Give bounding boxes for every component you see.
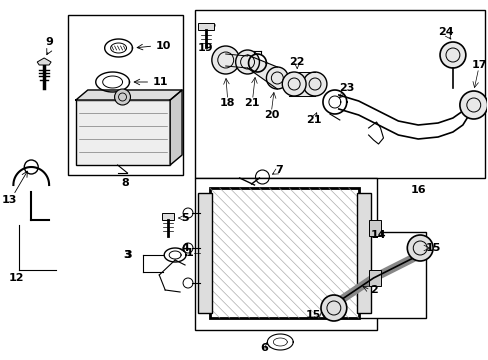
Bar [368,220,380,236]
Circle shape [235,50,259,74]
Text: 10: 10 [155,41,170,51]
Circle shape [459,91,487,119]
Text: 16: 16 [409,185,425,195]
Circle shape [303,72,326,96]
Text: 13: 13 [2,195,17,205]
Text: 18: 18 [220,98,235,108]
Text: 23: 23 [338,83,354,93]
Polygon shape [170,90,182,165]
Polygon shape [288,72,314,96]
Circle shape [266,67,287,89]
Polygon shape [76,90,182,100]
Circle shape [439,42,465,68]
Polygon shape [162,213,174,220]
Polygon shape [247,55,277,89]
Bar [68,15,183,175]
Text: 22: 22 [289,57,305,67]
Circle shape [407,235,432,261]
Bar [320,232,425,318]
Text: 17: 17 [471,60,487,70]
Text: 6: 6 [260,343,268,353]
Text: 21: 21 [244,98,259,108]
Text: 3: 3 [122,250,130,260]
Polygon shape [198,23,213,30]
Bar [195,178,376,330]
Text: 9: 9 [45,37,53,47]
Text: 7: 7 [275,165,283,175]
Text: 15: 15 [305,310,320,320]
Text: 8: 8 [122,178,129,188]
Circle shape [211,46,239,74]
Text: 2: 2 [369,285,377,295]
Text: 4: 4 [181,243,188,253]
Text: 21: 21 [305,115,321,125]
Text: 20: 20 [263,110,279,120]
Text: 5: 5 [181,213,188,223]
Bar [195,10,484,178]
Text: 14: 14 [370,230,386,240]
Text: 1: 1 [186,248,193,258]
Bar [368,270,380,286]
Circle shape [114,89,130,105]
Polygon shape [37,58,51,65]
Text: 15: 15 [425,243,441,253]
Text: 12: 12 [9,273,24,283]
Text: 11: 11 [152,77,167,87]
Text: 3: 3 [124,250,132,260]
Text: 24: 24 [437,27,453,37]
Text: 19: 19 [198,43,213,53]
Bar [356,193,370,313]
Circle shape [320,295,346,321]
Bar [76,100,170,165]
Polygon shape [225,54,247,68]
Bar [209,188,358,318]
Circle shape [282,72,305,96]
Bar [198,193,211,313]
